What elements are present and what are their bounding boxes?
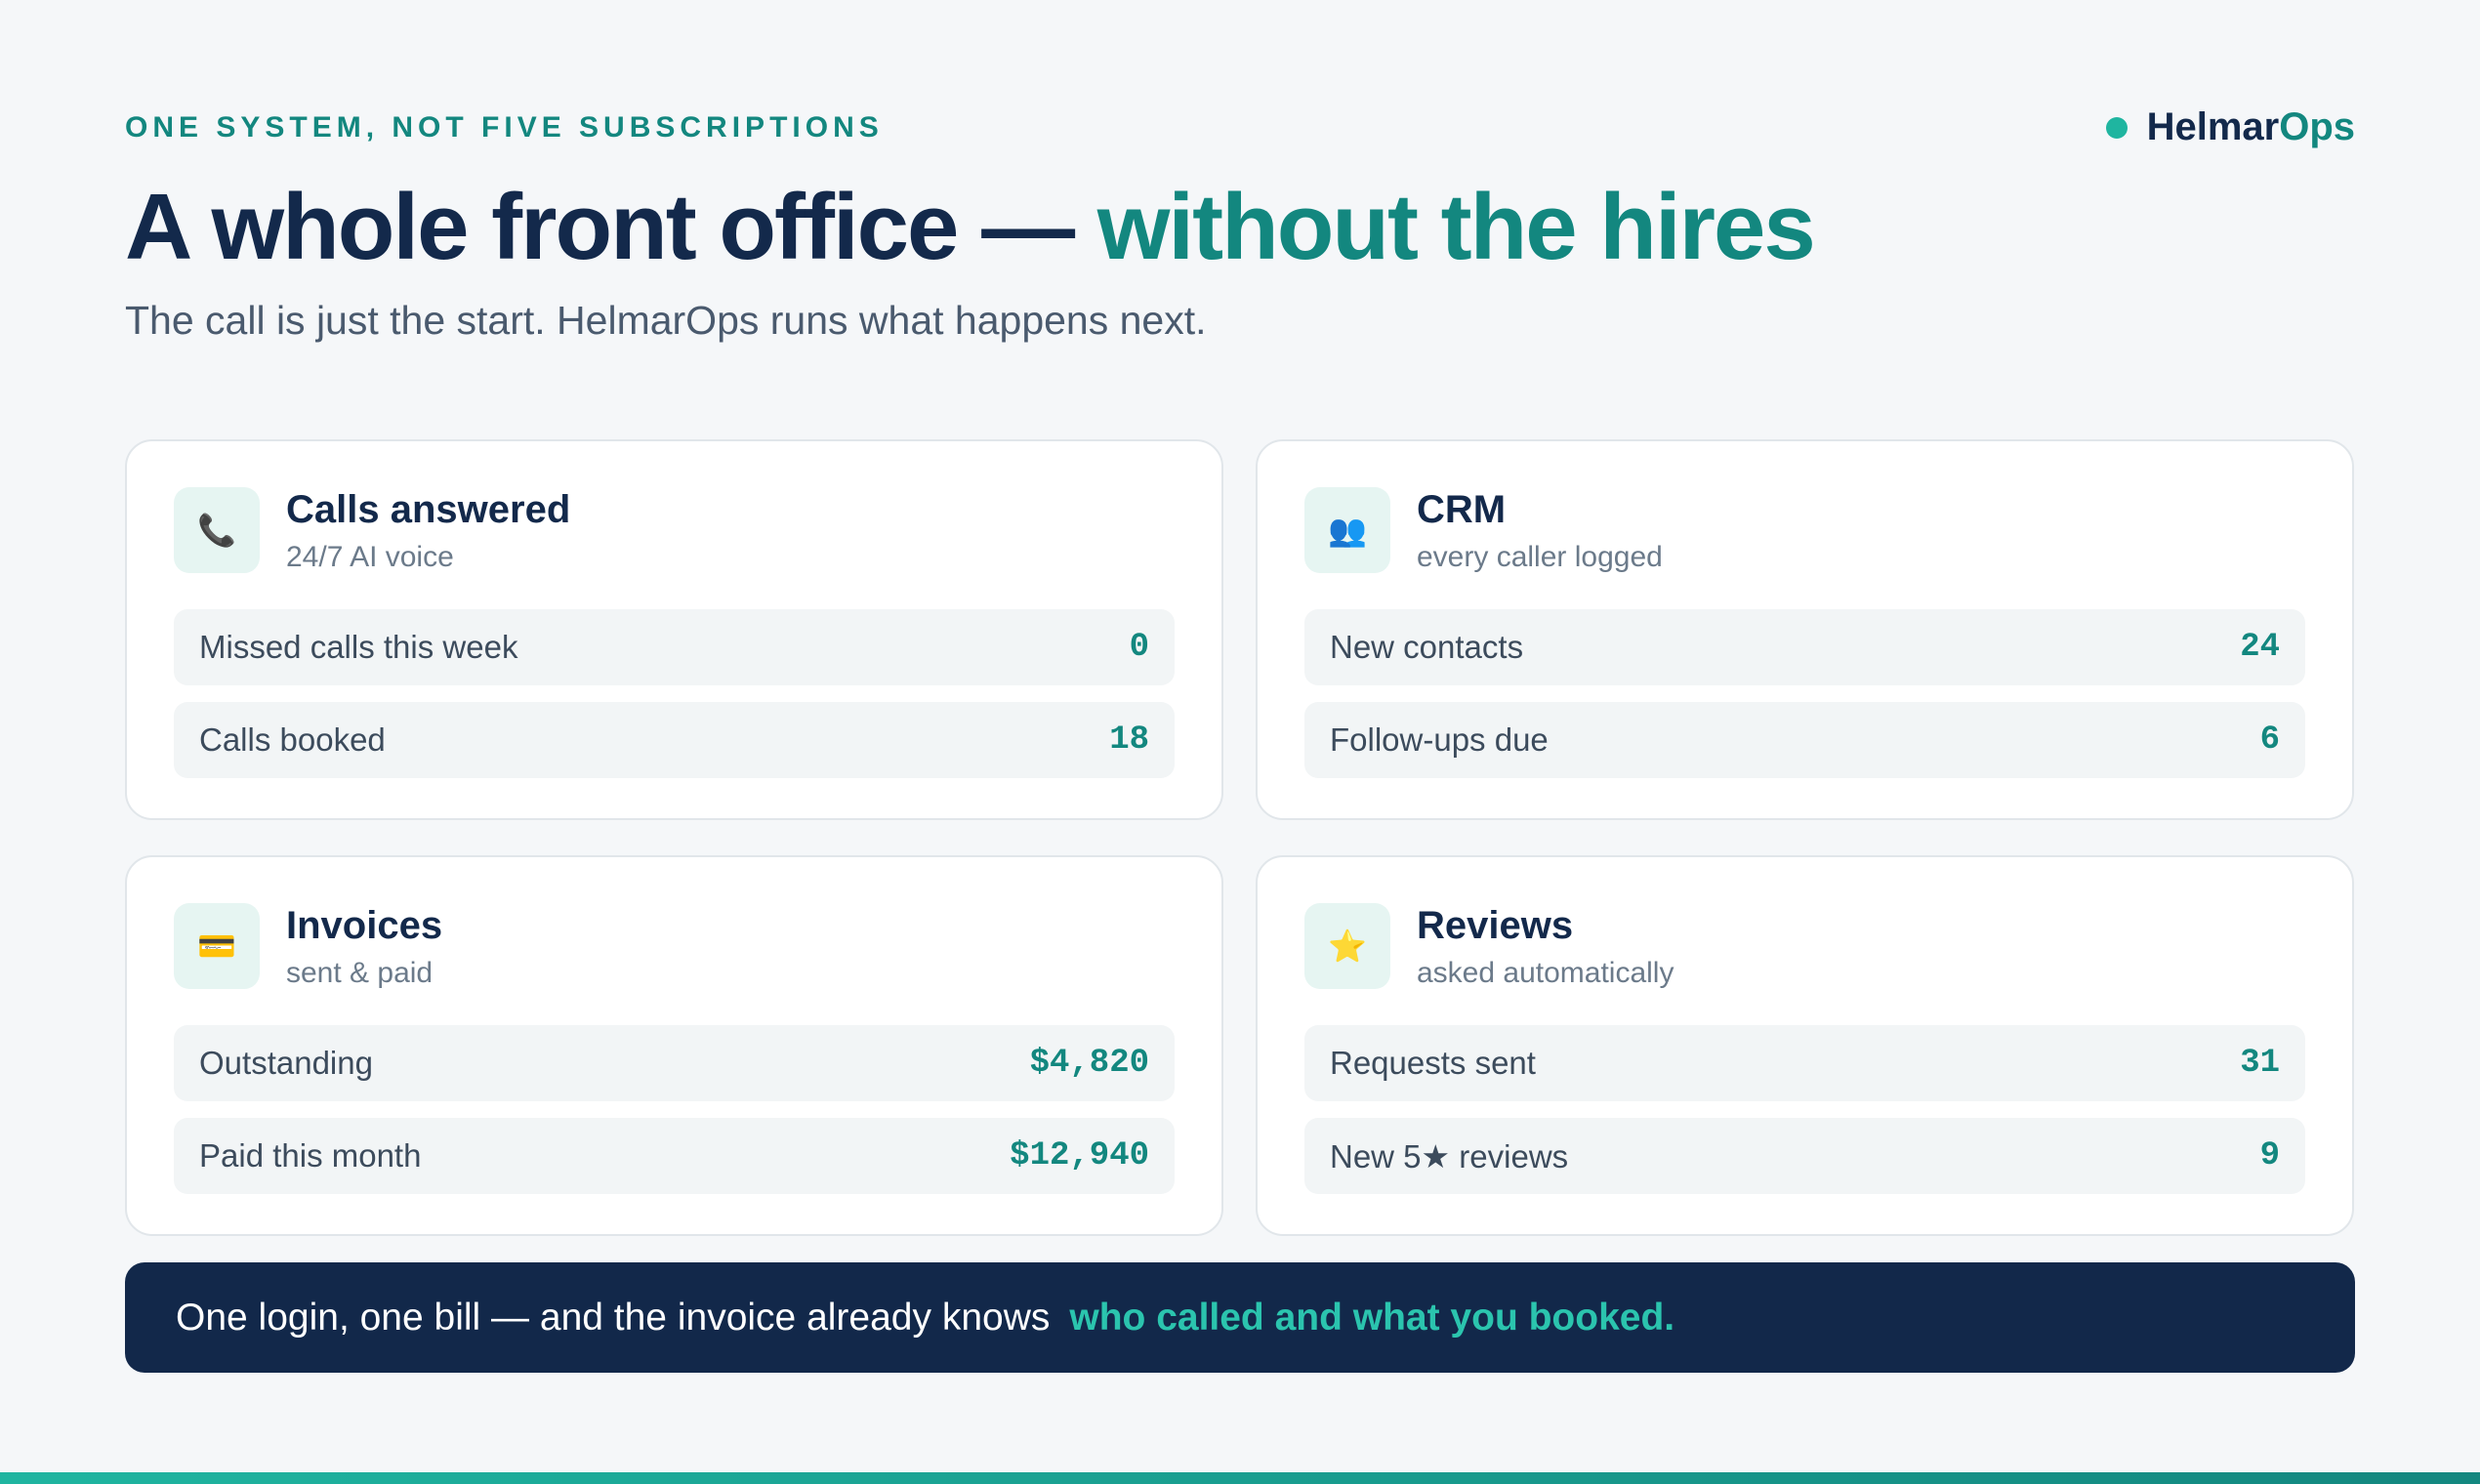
stat-value: $12,940 [1010,1137,1149,1175]
card-icon: 💳 [174,903,260,989]
card: 👥 CRM every caller logged New contacts 24 Fol… [1256,439,2354,820]
brand-name: Helmar [2146,105,2280,148]
stat-value: 18 [1109,721,1149,759]
card-title: Calls answered [286,488,571,531]
brand: Helmar Ops [2105,105,2355,149]
stat-row: New contacts 24 [1304,609,2305,685]
subtitle: The call is just the start. HelmarOps ru… [125,298,1207,343]
stat-row: Requests sent 31 [1304,1025,2305,1101]
stat-label: New 5★ reviews [1330,1137,1569,1175]
card-subtitle: asked automatically [1417,957,1674,989]
stat-label: Calls booked [199,721,386,758]
stat-row: Outstanding $4,820 [174,1025,1175,1101]
card: 💳 Invoices sent & paid Outstanding $4,820 Pai… [125,855,1223,1236]
stat-value: 9 [2259,1137,2280,1175]
banner: One login, one bill — and the invoice al… [125,1262,2355,1373]
card-icon: 📞 [174,487,260,573]
stat-row: Follow-ups due 6 [1304,702,2305,778]
eyebrow: ONE SYSTEM, NOT FIVE SUBSCRIPTIONS [125,111,884,144]
stat-value: 0 [1129,629,1149,666]
stat-label: Requests sent [1330,1045,1536,1081]
card-subtitle: 24/7 AI voice [286,541,454,573]
bottom-bar [0,1472,2480,1484]
card-icon: ⭐ [1304,903,1390,989]
stat-label: New contacts [1330,629,1524,665]
card-title: Invoices [286,904,443,947]
stat-row: Missed calls this week 0 [174,609,1175,685]
brand-dot [2105,116,2128,139]
headline-part: A whole front office — [125,175,1075,279]
stat-value: 24 [2240,629,2280,666]
stat-label: Follow-ups due [1330,721,1549,758]
headline: A whole front office — without the hires [125,174,1816,281]
stat-label: Paid this month [199,1137,422,1174]
stat-value: 6 [2259,721,2280,759]
banner-text: One login, one bill — and the invoice al… [176,1296,1051,1339]
card-title: Reviews [1417,904,1574,947]
brand-name-accent: Ops [2279,105,2355,148]
card-subtitle: every caller logged [1417,541,1663,573]
card-subtitle: sent & paid [286,957,434,989]
stat-row: Paid this month $12,940 [174,1118,1175,1194]
card-title: CRM [1417,488,1507,531]
banner-accent: who called and what you booked. [1069,1296,1675,1339]
stat-value: $4,820 [1029,1045,1149,1082]
card: 📞 Calls answered 24/7 AI voice Missed calls… [125,439,1223,820]
stat-value: 31 [2240,1045,2280,1082]
stat-label: Missed calls this week [199,629,518,665]
stat-row: New 5★ reviews 9 [1304,1118,2305,1194]
card-icon: 👥 [1304,487,1390,573]
stat-row: Calls booked 18 [174,702,1175,778]
headline-accent: without the hires [1096,175,1816,279]
card: ⭐ Reviews asked automatically Requests sent… [1256,855,2354,1236]
stat-label: Outstanding [199,1045,373,1081]
